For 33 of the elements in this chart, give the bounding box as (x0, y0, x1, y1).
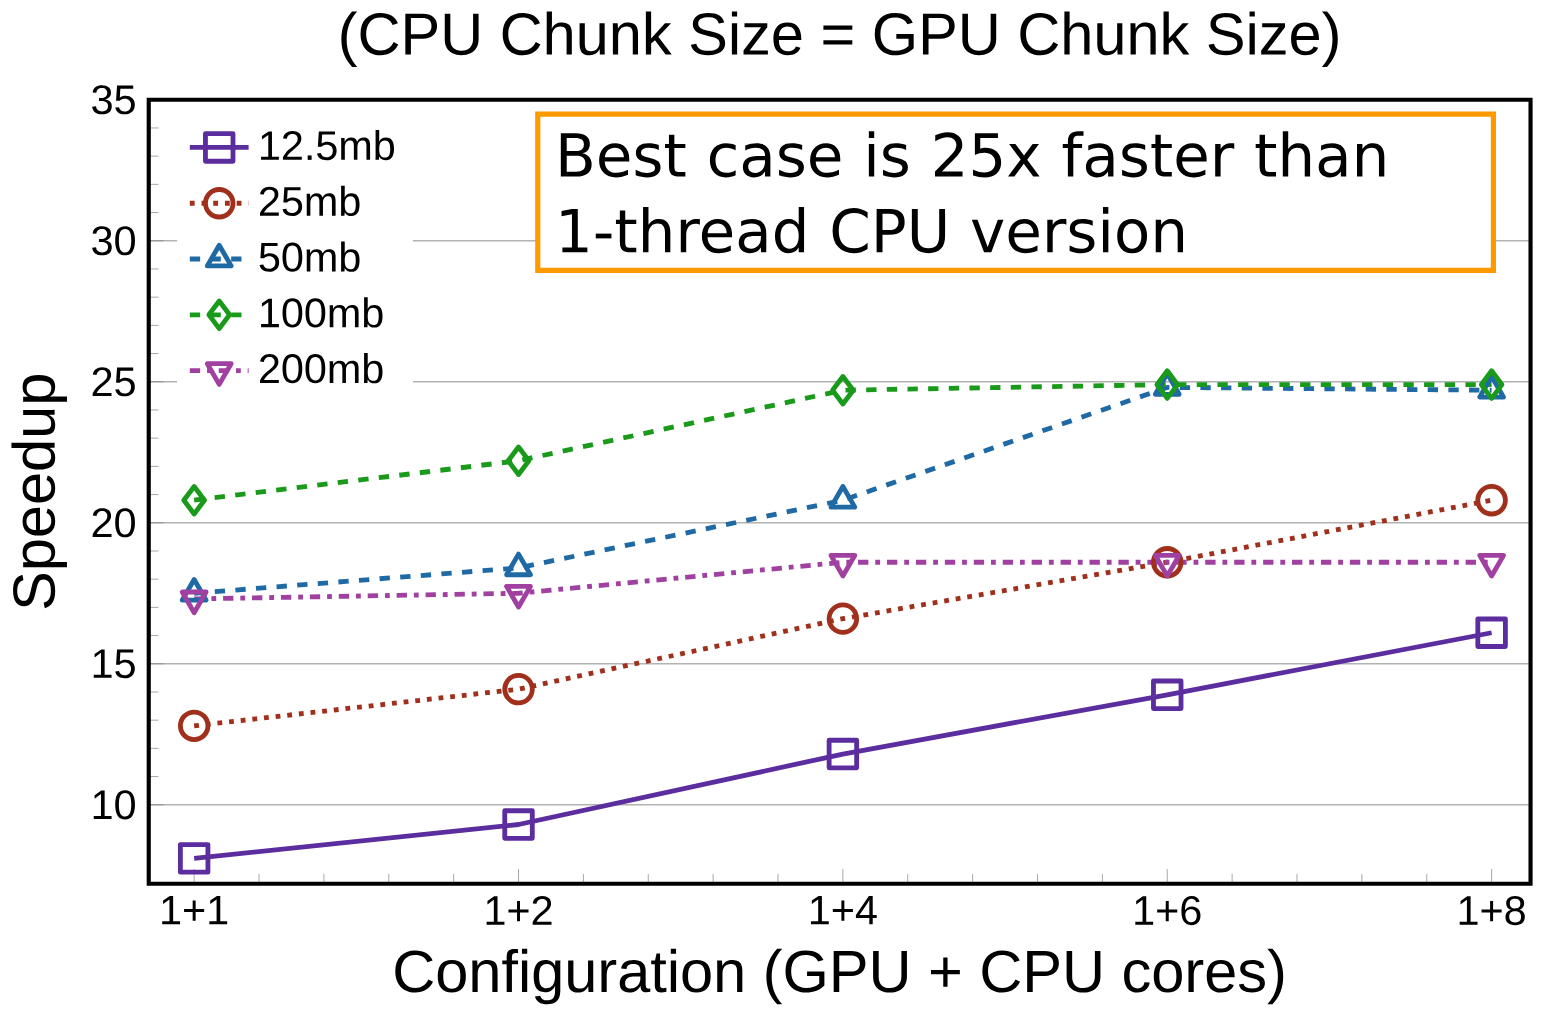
point (181, 484, 207, 517)
y-tick-label: 30 (92, 226, 135, 256)
point (502, 673, 535, 706)
y-tick-label: 35 (92, 85, 135, 115)
y-tick-label: 10 (93, 790, 135, 820)
point (1478, 368, 1505, 401)
y-tick-label: 25 (92, 367, 135, 397)
legend-label: 25mb (259, 185, 360, 217)
annotation: Best case is 25x faster than 1-thread CPU version (560, 131, 1385, 254)
chart-title: (CPU Chunk Size = GPU Chunk Size) (341, 11, 1338, 68)
x-tick-label: 1+8 (1459, 896, 1525, 926)
x-axis-title: Configuration (GPU + CPU cores) (395, 948, 1284, 1005)
point (1151, 678, 1184, 712)
x-tick-label: 1+4 (810, 896, 877, 925)
y-axis-title: Speedup (11, 375, 67, 609)
point (830, 374, 856, 407)
point (826, 602, 860, 635)
x-tick-label: 1+1 (162, 896, 228, 925)
y-tick-label: 20 (92, 508, 135, 538)
point (177, 709, 211, 743)
point (505, 444, 532, 478)
point (177, 842, 211, 875)
point (502, 808, 535, 841)
x-tick-label: 1+6 (1135, 896, 1201, 926)
legend-label: 100mb (261, 297, 383, 328)
legend-label: 12.5mb (261, 130, 395, 161)
x-tick-label: 1+2 (486, 896, 552, 925)
legend-label: 200mb (259, 353, 383, 384)
legend-label: 50mb (259, 241, 360, 272)
point (1475, 484, 1508, 517)
y-tick-label: 15 (93, 649, 135, 679)
point (826, 737, 860, 771)
point (1475, 616, 1508, 650)
